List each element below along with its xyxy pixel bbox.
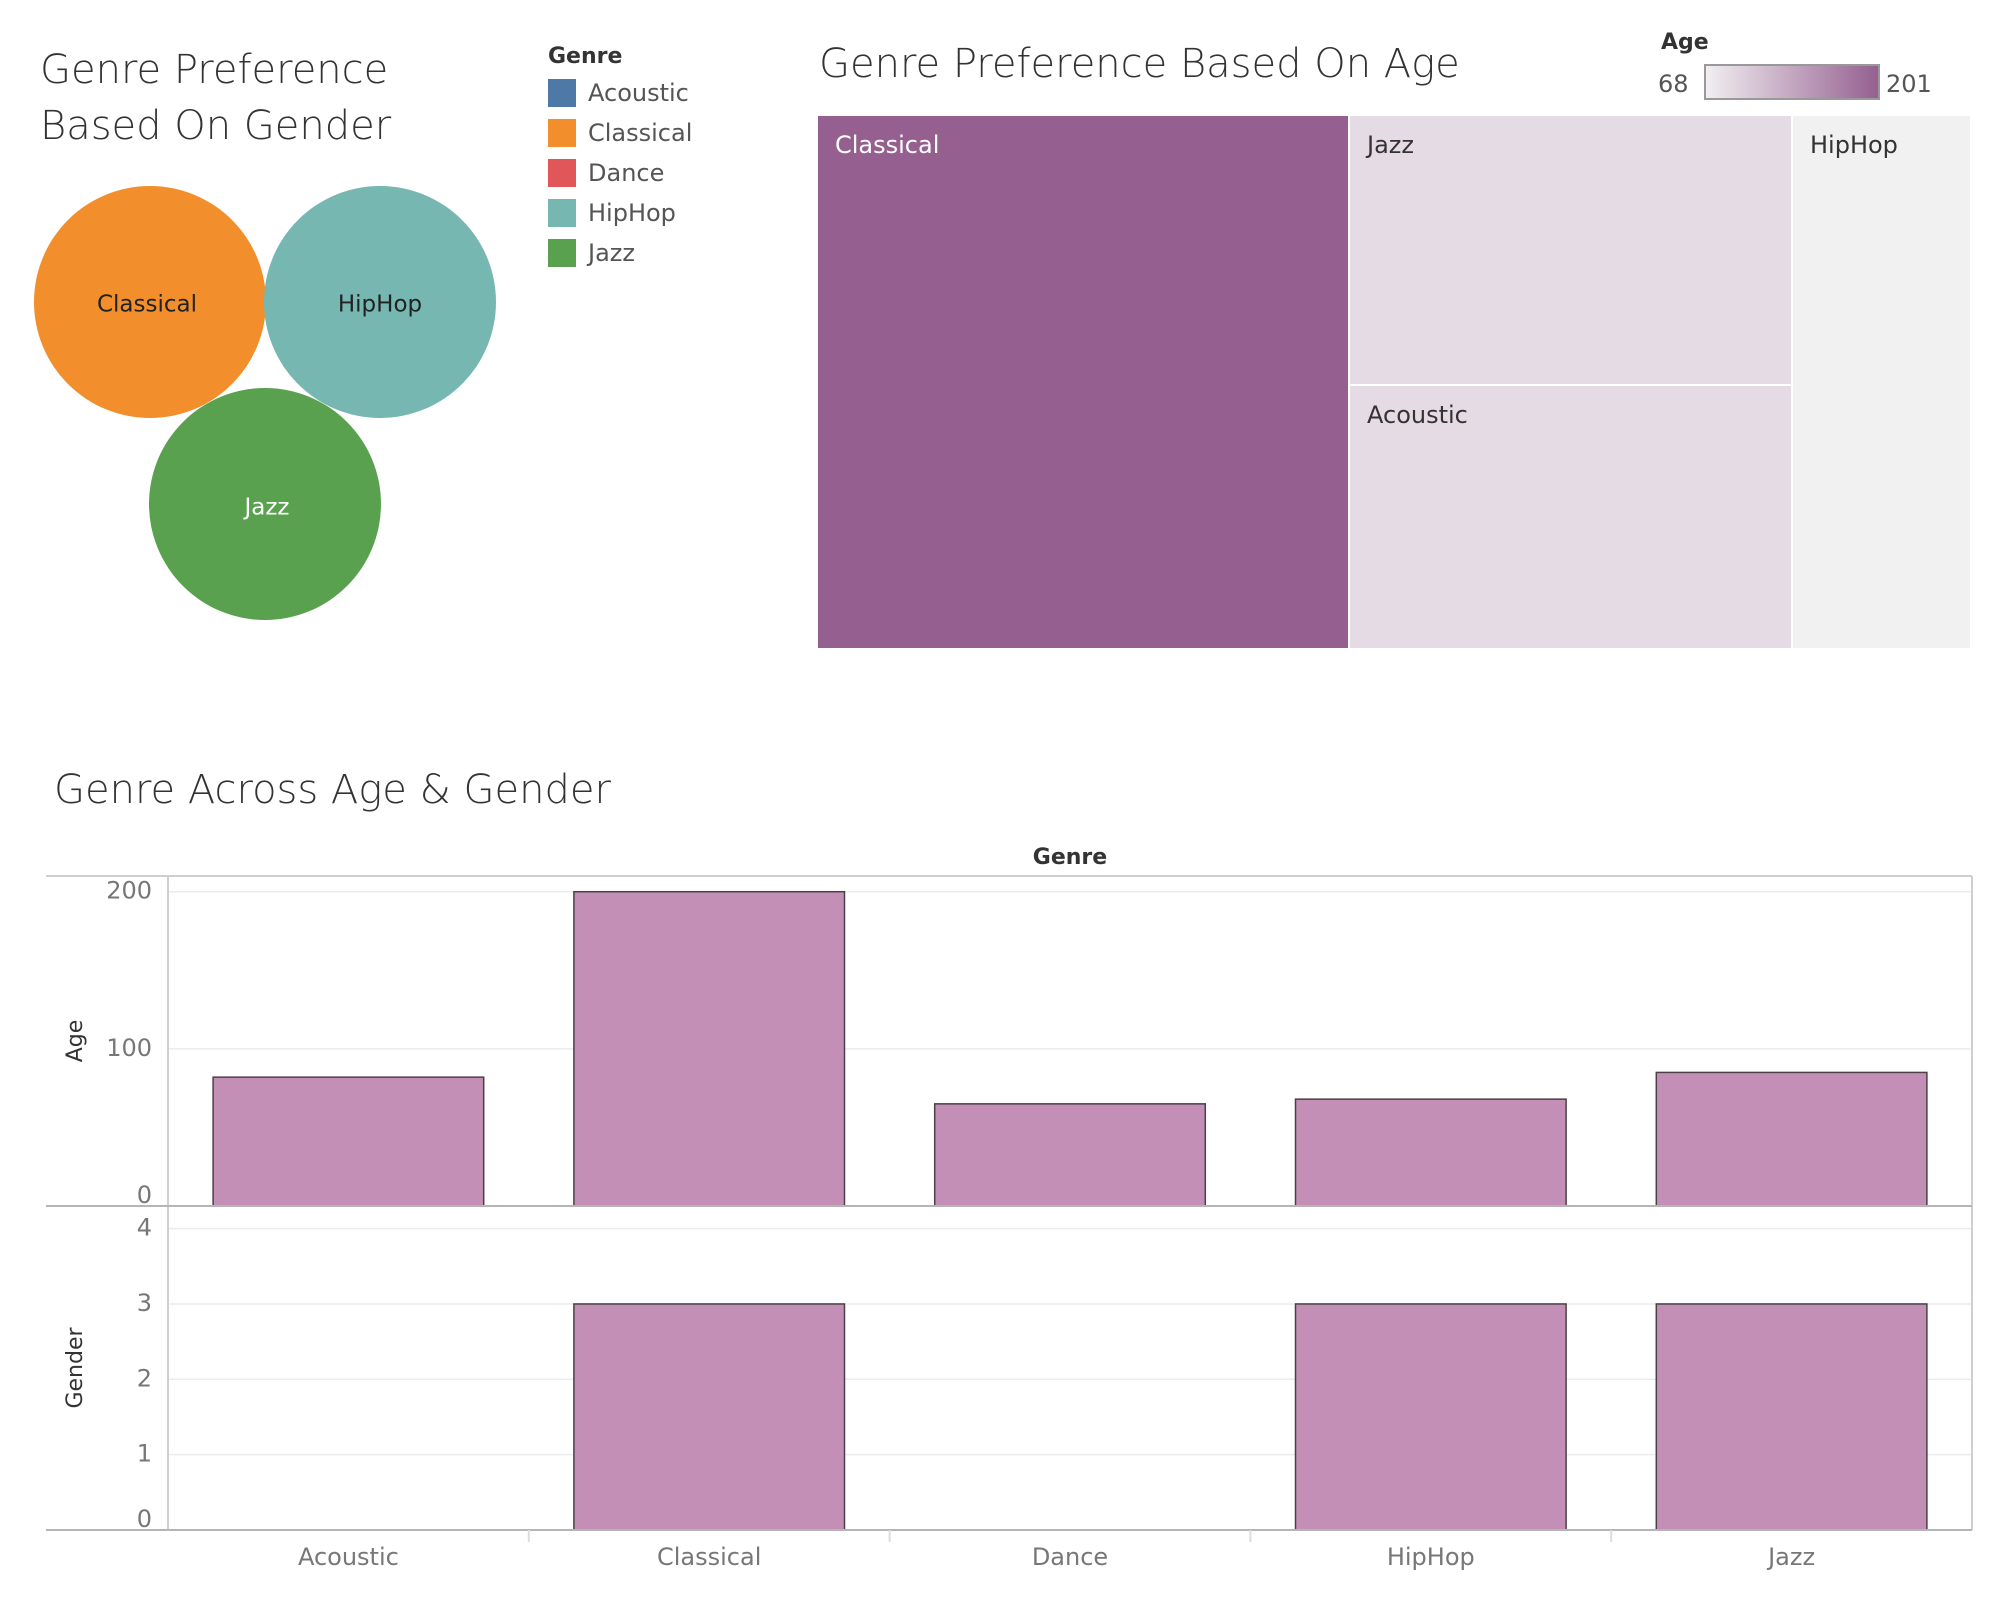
legend-label: HipHop [588, 199, 676, 227]
y-tick-label: 200 [106, 877, 152, 905]
bar-panel-age: 0 100 200 Age [63, 877, 1972, 1209]
age-legend-max: 201 [1886, 70, 1932, 98]
bubble-hiphop[interactable]: HipHop [264, 186, 496, 418]
age-treemap: Classical Jazz Acoustic HipHop [818, 116, 1970, 648]
y-tick-label: 100 [106, 1034, 152, 1062]
gender-chart-title-line2: Based On Gender [40, 103, 392, 149]
bar-age-hiphop[interactable] [1294, 1098, 1567, 1207]
bar-gender-jazz[interactable] [1655, 1303, 1928, 1531]
legend-label: Classical [588, 119, 693, 147]
bar-column-header: Genre [1033, 845, 1107, 870]
bubble-jazz-label: Jazz [242, 495, 289, 521]
y-tick-label: 4 [137, 1214, 152, 1242]
x-tick-label: Jazz [1766, 1543, 1815, 1571]
legend-item-classical[interactable]: Classical [548, 113, 692, 153]
tile-acoustic[interactable]: Acoustic [1350, 386, 1791, 648]
age-chart-title: Genre Preference Based On Age [819, 41, 1460, 87]
x-tick-label: HipHop [1387, 1543, 1475, 1571]
y-axis-label-gender: Gender [63, 1327, 88, 1409]
legend-item-dance[interactable]: Dance [548, 153, 692, 193]
tile-jazz[interactable]: Jazz [1350, 116, 1791, 384]
bar-chart: Genre 0 100 200 Age 0 1 2 3 4 Gender Acoustic Classi… [46, 845, 1973, 1571]
bubble-jazz[interactable]: Jazz [149, 388, 381, 620]
legend-swatch [548, 199, 576, 227]
tile-classical-rect [818, 116, 1348, 648]
legend-label: Dance [588, 159, 665, 187]
tile-hiphop-label: HipHop [1810, 131, 1898, 159]
bar-gender-classical[interactable] [573, 1303, 846, 1531]
tile-classical-label: Classical [835, 131, 939, 159]
tile-acoustic-rect [1350, 386, 1791, 648]
age-legend-min: 68 [1658, 70, 1689, 98]
legend-item-hiphop[interactable]: HipHop [548, 193, 692, 233]
bubble-chart: Classical HipHop Jazz [34, 186, 496, 620]
genre-legend-items: Acoustic Classical Dance HipHop Jazz [548, 73, 692, 273]
bubble-hiphop-circle [264, 186, 496, 418]
bar-age-acoustic[interactable] [212, 1076, 485, 1207]
bar-age-dance[interactable] [933, 1103, 1207, 1207]
genre-legend-title: Genre [548, 44, 623, 69]
bar-panel-gender: 0 1 2 3 4 Gender [63, 1214, 1972, 1533]
y-tick-label: 1 [137, 1440, 152, 1468]
bubble-classical[interactable]: Classical [34, 186, 266, 418]
y-tick-label: 3 [137, 1289, 152, 1317]
legend-item-jazz[interactable]: Jazz [548, 233, 692, 273]
bubble-classical-label: Classical [97, 292, 197, 318]
tile-acoustic-label: Acoustic [1367, 401, 1468, 429]
age-legend-gradient [1704, 64, 1880, 100]
legend-label: Acoustic [588, 79, 689, 107]
bubble-classical-circle [34, 186, 266, 418]
gender-chart-title-line1: Genre Preference [40, 47, 389, 93]
tile-jazz-label: Jazz [1365, 131, 1414, 159]
x-tick-label: Classical [657, 1543, 761, 1571]
genre-legend: Genre Acoustic Classical Dance HipHop Jazz [548, 44, 692, 273]
legend-item-acoustic[interactable]: Acoustic [548, 73, 692, 113]
tile-classical[interactable]: Classical [818, 116, 1348, 648]
bar-age-jazz[interactable] [1655, 1071, 1928, 1207]
x-tick-label: Acoustic [298, 1543, 399, 1571]
bubble-jazz-circle [149, 388, 381, 620]
y-tick-label: 0 [137, 1181, 152, 1209]
bar-age-classical[interactable] [573, 890, 846, 1207]
bar-gender-hiphop[interactable] [1294, 1303, 1567, 1531]
bubble-hiphop-label: HipHop [338, 292, 422, 318]
y-tick-label: 2 [137, 1364, 152, 1392]
bars-chart-title: Genre Across Age & Gender [54, 767, 611, 813]
tile-hiphop[interactable]: HipHop [1793, 116, 1970, 648]
legend-swatch [548, 239, 576, 267]
legend-label: Jazz [588, 239, 635, 267]
gender-chart-title: Genre Preference Based On Gender [40, 42, 391, 154]
x-tick-label: Dance [1032, 1543, 1108, 1571]
y-axis-label-age: Age [63, 1020, 88, 1063]
tile-jazz-rect [1350, 116, 1791, 384]
y-tick-label: 0 [137, 1505, 152, 1533]
legend-swatch [548, 119, 576, 147]
age-legend-title: Age [1661, 30, 1709, 55]
legend-swatch [548, 159, 576, 187]
legend-swatch [548, 79, 576, 107]
tile-hiphop-rect [1793, 116, 1970, 648]
